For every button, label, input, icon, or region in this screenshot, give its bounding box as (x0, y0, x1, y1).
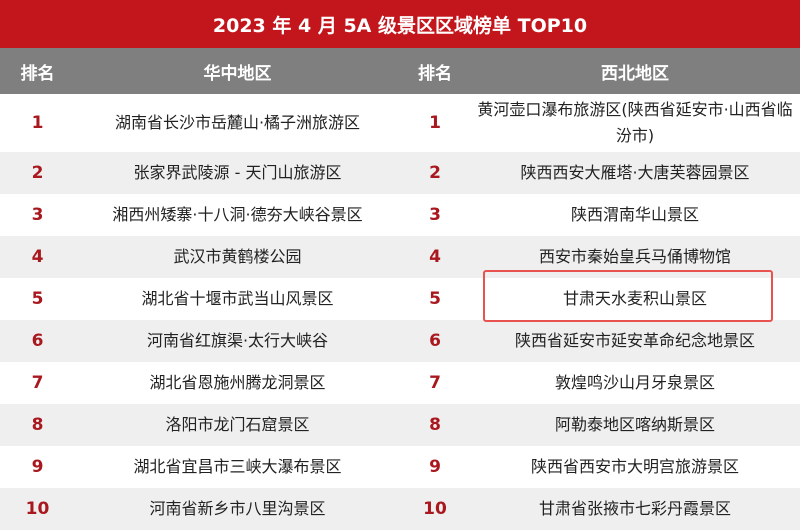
table-row: 6 河南省红旗渠·太行大峡谷 6 陕西省延安市延安革命纪念地景区 (0, 320, 800, 362)
northwest-region-cell: 陕西省西安市大明宫旅游景区 (530, 457, 739, 476)
rank-cell-northwest: 1 (429, 113, 441, 133)
central-region-cell: 洛阳市龙门石窟景区 (75, 404, 400, 446)
central-region-cell: 湖北省恩施州腾龙洞景区 (149, 373, 326, 392)
central-region-cell: 张家界武陵源 - 天门山旅游区 (75, 152, 400, 194)
northwest-region-cell: 黄河壶口瀑布旅游区(陕西省延安市·山西省临汾市) (477, 100, 793, 145)
rank-cell-northwest: 7 (429, 373, 441, 393)
table-row: 2 张家界武陵源 - 天门山旅游区 2 陕西西安大雁塔·大唐芙蓉园景区 (0, 152, 800, 194)
northwest-region-cell: 陕西渭南华山景区 (570, 205, 699, 224)
northwest-region-cell: 陕西西安大雁塔·大唐芙蓉园景区 (470, 152, 800, 194)
rank-cell-northwest: 10 (400, 488, 470, 530)
central-region-cell: 河南省红旗渠·太行大峡谷 (75, 320, 400, 362)
header-row: 排名 华中地区 排名 西北地区 (0, 48, 800, 94)
rank-cell-central: 5 (31, 289, 44, 309)
central-region-cell: 湖南省长沙市岳麓山·橘子洲旅游区 (114, 113, 361, 132)
central-region-cell: 湖北省十堰市武当山风景区 (141, 289, 334, 308)
ranking-table: 排名 华中地区 排名 西北地区 1 湖南省长沙市岳麓山·橘子洲旅游区 1 黄河壶口瀑布… (0, 48, 800, 530)
table-title: 2023 年 4 月 5A 级景区区域榜单 TOP10 (0, 0, 800, 48)
header-rank-central: 排名 (0, 48, 75, 94)
rank-cell-central: 7 (31, 373, 44, 393)
rank-cell-central: 6 (0, 320, 75, 362)
rank-cell-central: 4 (0, 236, 75, 278)
rank-cell-central: 3 (31, 205, 44, 225)
central-region-cell: 武汉市黄鹤楼公园 (75, 236, 400, 278)
northwest-region-cell: 甘肃天水麦积山景区 (562, 289, 707, 308)
rank-cell-northwest: 8 (400, 404, 470, 446)
table-row: 8 洛阳市龙门石窟景区 8 阿勒泰地区喀纳斯景区 (0, 404, 800, 446)
northwest-region-cell: 阿勒泰地区喀纳斯景区 (470, 404, 800, 446)
rank-cell-northwest: 5 (429, 289, 441, 309)
table-row: 1 湖南省长沙市岳麓山·橘子洲旅游区 1 黄河壶口瀑布旅游区(陕西省延安市·山西省临汾… (0, 94, 800, 152)
table-row: 3 湘西州矮寨·十八洞·德夯大峡谷景区 3 陕西渭南华山景区 (0, 194, 800, 236)
rank-cell-northwest: 6 (400, 320, 470, 362)
northwest-region-cell: 陕西省延安市延安革命纪念地景区 (470, 320, 800, 362)
rank-cell-northwest: 3 (429, 205, 441, 225)
table-row: 5 湖北省十堰市武当山风景区 5 甘肃天水麦积山景区 (0, 278, 800, 320)
table-row: 9 湖北省宜昌市三峡大瀑布景区 9 陕西省西安市大明宫旅游景区 (0, 446, 800, 488)
rank-cell-central: 2 (0, 152, 75, 194)
rank-cell-northwest: 4 (400, 236, 470, 278)
rank-cell-central: 8 (0, 404, 75, 446)
table-row: 7 湖北省恩施州腾龙洞景区 7 敦煌鸣沙山月牙泉景区 (0, 362, 800, 404)
rank-cell-central: 9 (31, 457, 44, 477)
header-rank-northwest: 排名 (400, 48, 470, 94)
northwest-region-cell: 甘肃省张掖市七彩丹霞景区 (470, 488, 800, 530)
table-row: 10 河南省新乡市八里沟景区 10 甘肃省张掖市七彩丹霞景区 (0, 488, 800, 530)
central-region-cell: 湘西州矮寨·十八洞·德夯大峡谷景区 (112, 205, 363, 224)
rank-cell-central: 10 (0, 488, 75, 530)
rank-cell-northwest: 2 (400, 152, 470, 194)
highlight-box (483, 270, 773, 322)
header-northwest-region: 西北地区 (470, 48, 800, 94)
rank-cell-northwest: 9 (429, 457, 441, 477)
central-region-cell: 河南省新乡市八里沟景区 (75, 488, 400, 530)
northwest-region-cell: 敦煌鸣沙山月牙泉景区 (554, 373, 715, 392)
header-central-region: 华中地区 (75, 48, 400, 94)
central-region-cell: 湖北省宜昌市三峡大瀑布景区 (133, 457, 342, 476)
rank-cell-central: 1 (31, 113, 44, 133)
